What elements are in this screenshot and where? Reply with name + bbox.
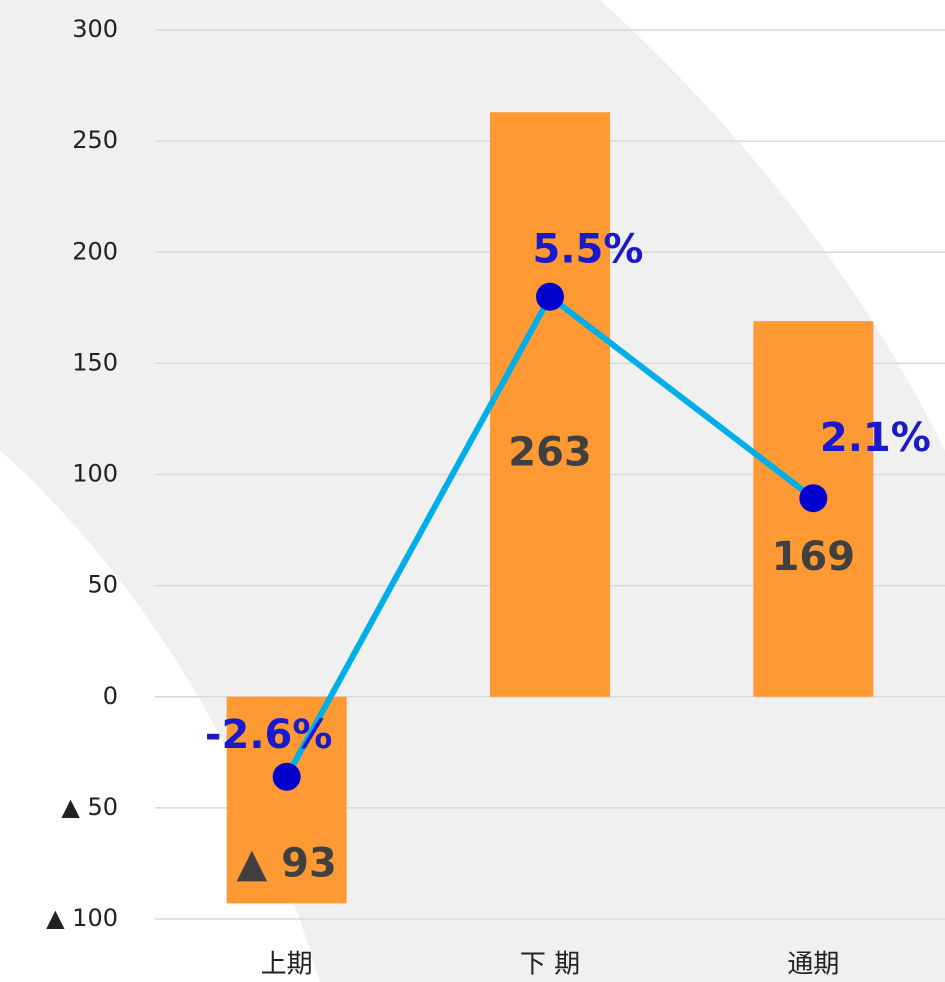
background-curve <box>600 0 945 450</box>
line-value-label: -2.6% <box>205 712 333 758</box>
y-tick-label: 50 <box>87 571 118 599</box>
line-value-label: 5.5% <box>533 227 644 273</box>
bar <box>226 696 347 904</box>
x-tick-label: 上期 <box>261 950 313 980</box>
bar-value-label: ▲ 93 <box>236 840 336 886</box>
line-marker <box>799 484 828 513</box>
bar <box>490 112 610 697</box>
y-tick-label: 300 <box>72 15 118 43</box>
y-tick-label: 200 <box>72 237 118 265</box>
x-tick-label: 通期 <box>787 950 839 980</box>
line-marker <box>272 762 301 791</box>
y-tick-label: ▲ 50 <box>61 793 118 821</box>
y-tick-label: 250 <box>72 126 118 154</box>
bar-value-label: 263 <box>508 429 592 475</box>
line-value-label: 2.1% <box>820 415 931 461</box>
line-marker <box>536 282 564 311</box>
y-tick-label: ▲ 100 <box>46 904 118 932</box>
x-tick-label: 下 期 <box>520 950 580 980</box>
y-tick-label: 0 <box>103 682 118 710</box>
y-tick-label: 150 <box>72 348 118 376</box>
y-tick-label: 100 <box>72 460 118 488</box>
bar-value-label: 169 <box>772 534 856 580</box>
